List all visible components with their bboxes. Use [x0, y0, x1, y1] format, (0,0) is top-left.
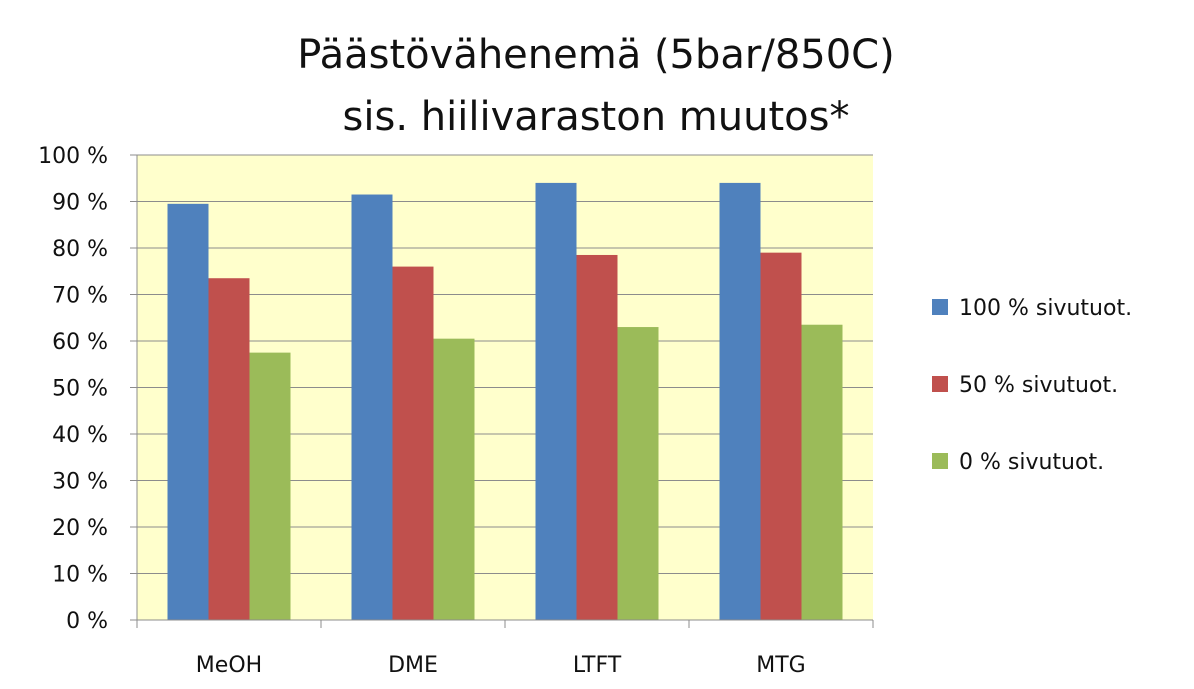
bar: [433, 338, 475, 620]
x-tick-label: MeOH: [196, 653, 262, 678]
bar: [576, 254, 618, 620]
y-tick-label: 50 %: [52, 377, 108, 402]
x-axis: MeOH DME LTFT MTG: [136, 619, 874, 678]
chart-title-line-1: Päästövähenemä (5bar/850C): [297, 32, 894, 78]
legend-entry: 100 % sivutuot.: [959, 296, 1132, 321]
legend-swatch: [932, 376, 948, 392]
bar: [249, 352, 291, 620]
bar: [617, 327, 659, 620]
legend-swatch: [932, 453, 948, 469]
chart-title: Päästövähenemä (5bar/850C) sis. hiilivar…: [297, 32, 894, 140]
y-tick-label: 100 %: [38, 144, 108, 169]
bar: [760, 252, 802, 620]
bar: [535, 182, 577, 620]
bar: [208, 278, 250, 620]
x-tick-label: MTG: [756, 653, 805, 678]
legend: 100 % sivutuot. 50 % sivutuot. 0 % sivutuo…: [932, 296, 1132, 475]
legend-swatch: [932, 299, 948, 315]
y-tick-label: 10 %: [52, 563, 108, 588]
legend-entry: 50 % sivutuot.: [959, 373, 1118, 398]
bar: [392, 266, 434, 620]
y-tick-label: 20 %: [52, 516, 108, 541]
bar: [351, 194, 393, 620]
y-tick-label: 60 %: [52, 330, 108, 355]
bar: [719, 182, 761, 620]
chart-title-line-2: sis. hiilivaraston muutos*: [343, 94, 850, 140]
y-tick-label: 30 %: [52, 470, 108, 495]
y-axis: 0 % 10 % 20 % 30 % 40 % 50 % 60 % 70 % 80 % 90 % 1…: [38, 144, 138, 634]
legend-entry: 0 % sivutuot.: [959, 450, 1104, 475]
y-tick-label: 70 %: [52, 284, 108, 309]
y-tick-label: 40 %: [52, 423, 108, 448]
bar: [801, 324, 843, 620]
x-tick-label: DME: [388, 653, 438, 678]
bar: [167, 203, 209, 620]
y-tick-label: 90 %: [52, 191, 108, 216]
bars: [167, 182, 843, 620]
y-tick-label: 0 %: [66, 609, 108, 634]
y-tick-label: 80 %: [52, 237, 108, 262]
x-tick-label: LTFT: [573, 653, 622, 678]
